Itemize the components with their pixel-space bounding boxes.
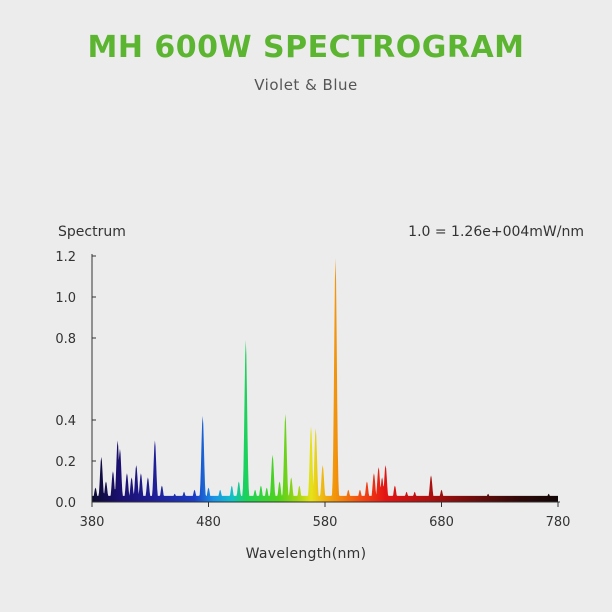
x-tick-label: 580 xyxy=(313,515,338,530)
chart-subtitle: Violet & Blue xyxy=(254,76,358,94)
y-tick-label: 0.8 xyxy=(55,332,76,347)
chart-title: MH 600W SPECTROGRAM xyxy=(87,30,525,65)
y-tick-label: 1.0 xyxy=(55,291,76,306)
unit-note: 1.0 = 1.26e+004mW/nm xyxy=(408,224,584,240)
x-tick-label: 380 xyxy=(80,515,105,530)
spectrum-area xyxy=(92,258,558,502)
y-axis-label: Spectrum xyxy=(58,224,126,240)
x-tick-label: 680 xyxy=(429,515,454,530)
x-tick-label: 480 xyxy=(196,515,221,530)
y-tick-label: 0.2 xyxy=(55,455,76,470)
y-tick-label: 0.0 xyxy=(55,496,76,511)
y-tick-label: 1.2 xyxy=(55,250,76,265)
x-tick-label: 780 xyxy=(546,515,571,530)
x-axis-label: Wavelength(nm) xyxy=(245,546,367,562)
y-tick-label: 0.4 xyxy=(55,414,76,429)
